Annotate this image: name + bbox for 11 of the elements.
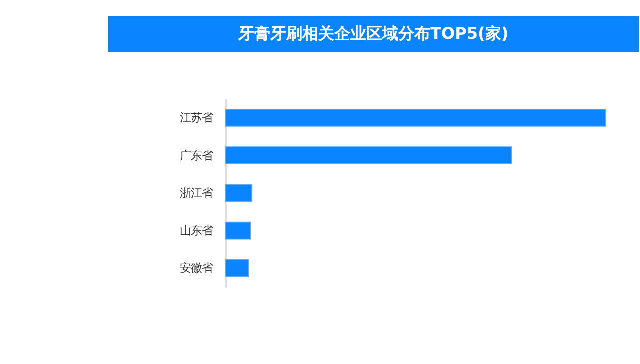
y-tick-label: 山东省 — [180, 224, 214, 238]
bar — [225, 222, 252, 240]
bar — [225, 260, 250, 278]
bar — [225, 146, 512, 164]
bar — [225, 108, 606, 127]
y-tick-label: 浙江省 — [180, 186, 214, 200]
chart-title: 牙膏牙刷相关企业区域分布TOP5(家) — [238, 24, 509, 43]
y-tick-label: 安徽省 — [180, 262, 214, 276]
y-tick-label: 广东省 — [180, 149, 214, 162]
y-tick-label: 江苏省 — [180, 112, 214, 125]
bar — [225, 184, 253, 202]
